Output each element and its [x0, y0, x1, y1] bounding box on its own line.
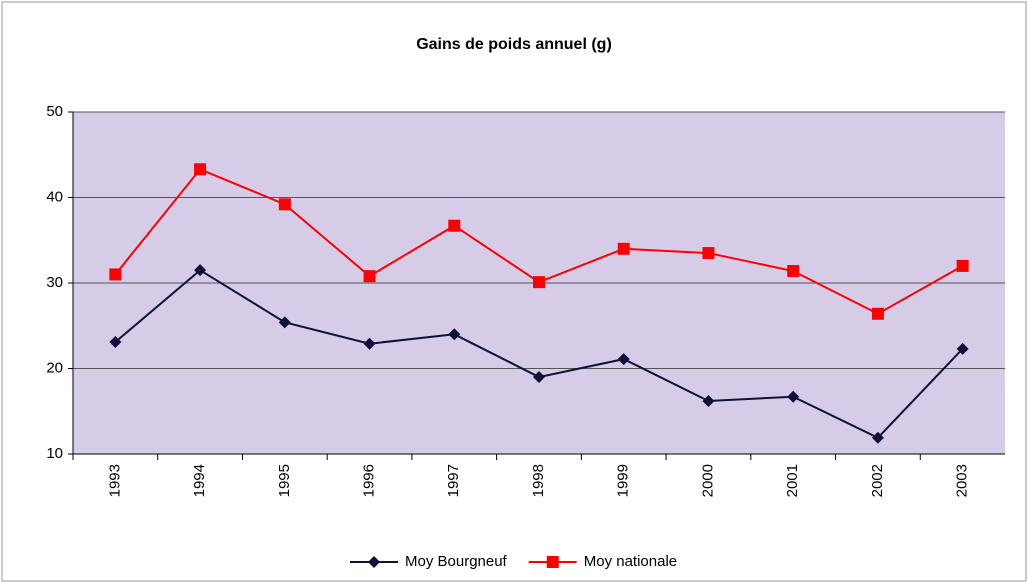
x-tick-label: 2001: [784, 464, 801, 497]
data-point: [194, 264, 207, 277]
data-point: [787, 265, 800, 278]
y-tick-label: 10: [46, 445, 63, 462]
data-point: [363, 270, 376, 283]
data-point: [787, 390, 800, 403]
data-point: [278, 198, 291, 211]
x-tick-label: 2002: [869, 464, 886, 497]
legend-label: Moy Bourgneuf: [405, 553, 508, 570]
x-tick-label: 1995: [276, 464, 293, 497]
data-point: [871, 307, 884, 320]
y-tick-label: 50: [46, 103, 63, 120]
y-tick-label: 40: [46, 188, 63, 205]
data-point: [533, 371, 545, 384]
data-point: [871, 431, 884, 444]
x-tick-label: 2003: [954, 464, 971, 497]
data-point: [702, 394, 715, 407]
data-point: [956, 259, 969, 272]
data-point: [448, 219, 461, 232]
data-point: [956, 342, 969, 355]
x-tick-label: 1997: [445, 464, 462, 497]
y-tick-label: 20: [46, 359, 63, 376]
legend-marker: [546, 556, 559, 568]
y-tick-label: 30: [46, 274, 63, 291]
data-point: [363, 337, 376, 350]
data-point: [109, 268, 122, 281]
x-tick-label: 1994: [191, 464, 208, 497]
data-point: [702, 247, 715, 260]
x-tick-label: 1998: [530, 464, 547, 497]
data-point: [617, 242, 630, 255]
x-tick-label: 1999: [615, 464, 632, 497]
legend-marker: [368, 556, 380, 568]
data-point: [109, 335, 122, 348]
data-point: [278, 316, 291, 329]
x-tick-label: 1996: [361, 464, 378, 497]
data-point: [194, 163, 207, 176]
data-point: [617, 353, 630, 366]
legend-label: Moy nationale: [584, 553, 677, 570]
data-point: [533, 276, 545, 289]
data-point: [448, 328, 461, 341]
x-tick-label: 2000: [699, 464, 716, 497]
x-tick-label: 1993: [106, 464, 123, 497]
chart-title: Gains de poids annuel (g): [416, 36, 612, 53]
